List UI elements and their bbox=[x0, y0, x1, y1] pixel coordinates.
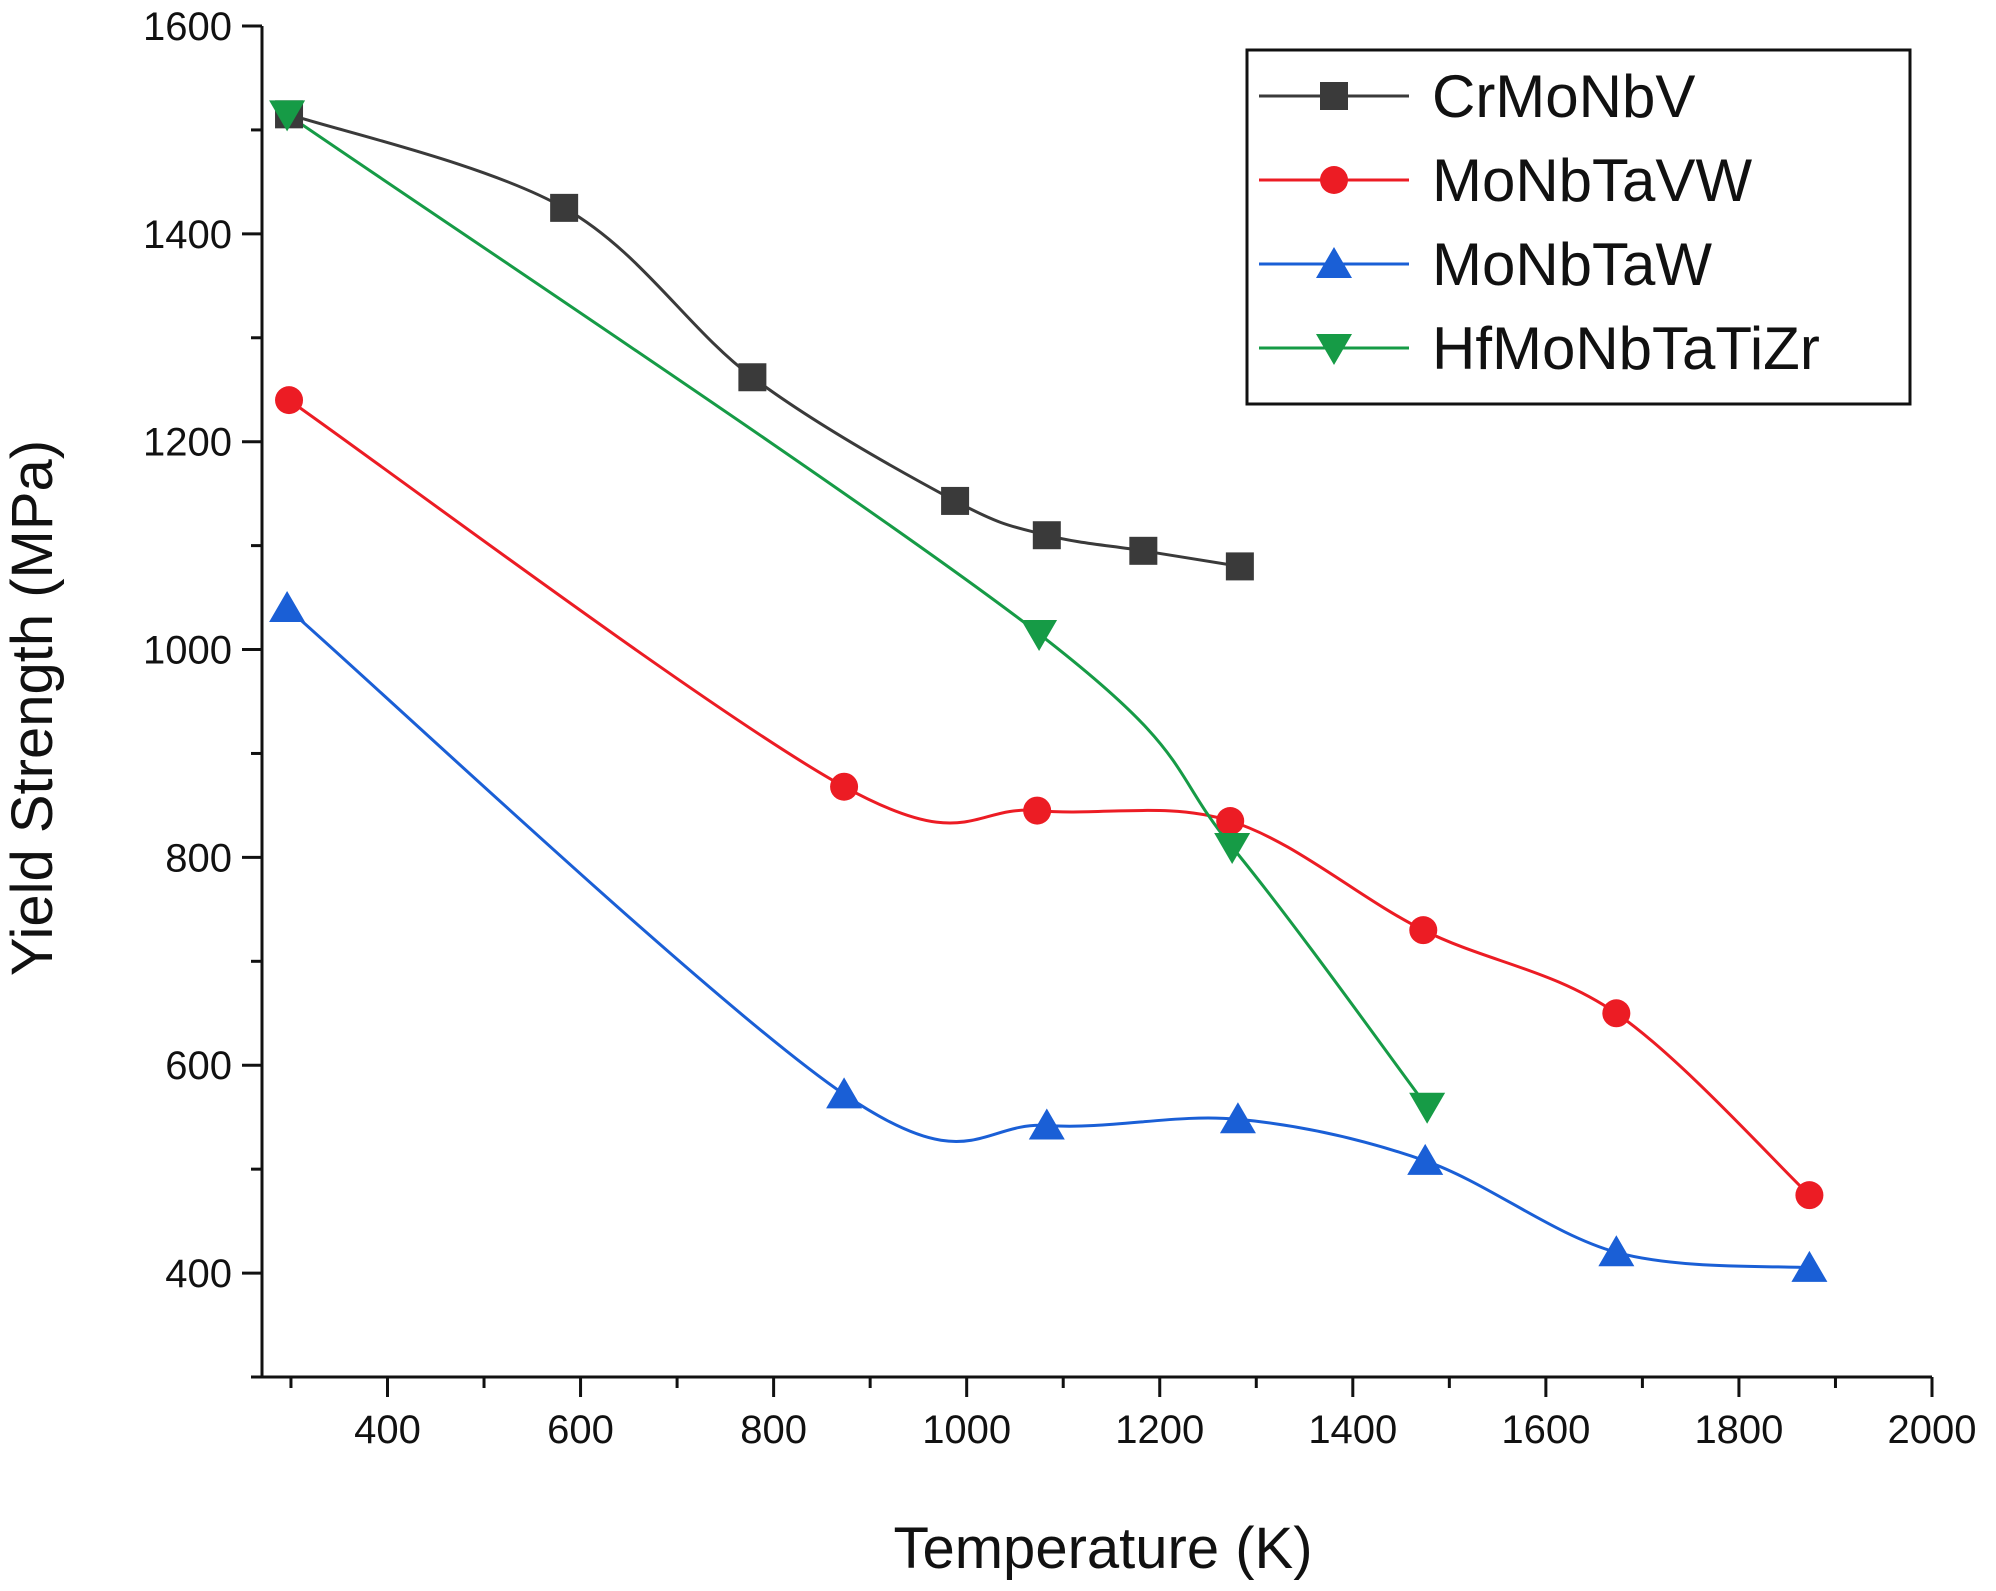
y-tick-label: 800 bbox=[165, 836, 232, 880]
legend-label-monbtavw: MoNbTaVW bbox=[1432, 147, 1752, 214]
plot-frame bbox=[260, 26, 1932, 1379]
legend-label-crmonbv: CrMoNbV bbox=[1432, 63, 1695, 130]
x-tick-label: 1600 bbox=[1501, 1408, 1590, 1452]
data-point-monbtavw bbox=[1602, 999, 1631, 1028]
y-axis-title: Yield Strength (MPa) bbox=[0, 440, 65, 976]
data-point-monbtaw bbox=[1219, 1102, 1256, 1134]
axis-tick-labels: 400 600 800 1000 1200 1400 1600 1800 2000 400 600 8… bbox=[143, 5, 1976, 1452]
data-point-monbtaw bbox=[269, 590, 306, 622]
series-line-hfmonbtatizr bbox=[286, 113, 1429, 1108]
y-tick-label: 1400 bbox=[143, 213, 232, 257]
x-tick-label: 1200 bbox=[1115, 1408, 1204, 1452]
data-point-monbtaw bbox=[1598, 1235, 1635, 1267]
data-point-crmonbv bbox=[1225, 552, 1254, 581]
x-axis-title: Temperature (K) bbox=[893, 1516, 1312, 1581]
data-point-hfmonbtatizr bbox=[1214, 832, 1251, 864]
series-line-monbtavw bbox=[288, 398, 1811, 1197]
data-point-hfmonbtatizr bbox=[269, 100, 306, 132]
legend-label-hfmonbtatizr: HfMoNbTaTiZr bbox=[1432, 315, 1820, 382]
data-point-monbtavw bbox=[1023, 796, 1052, 825]
legend-marker-hfmonbtatizr bbox=[1316, 334, 1352, 365]
data-point-hfmonbtatizr bbox=[1021, 619, 1058, 651]
y-tick-label: 400 bbox=[165, 1252, 232, 1296]
x-tick-label: 1800 bbox=[1694, 1408, 1783, 1452]
data-point-crmonbv bbox=[1032, 521, 1061, 550]
legend-label-monbtaw: MoNbTaW bbox=[1432, 231, 1712, 298]
legend: CrMoNbV MoNbTaVW MoNbTaW HfMoNbTaTiZr bbox=[1245, 48, 1912, 406]
data-point-hfmonbtatizr bbox=[1409, 1092, 1446, 1124]
data-point-crmonbv bbox=[738, 363, 767, 392]
x-tick-label: 1000 bbox=[922, 1408, 1011, 1452]
data-point-monbtavw bbox=[830, 772, 859, 801]
x-tick-label: 1400 bbox=[1308, 1408, 1397, 1452]
data-point-monbtavw bbox=[1409, 916, 1438, 945]
data-point-crmonbv bbox=[550, 193, 579, 222]
data-point-crmonbv bbox=[941, 486, 970, 515]
data-point-monbtavw bbox=[1795, 1181, 1824, 1210]
data-point-monbtaw bbox=[826, 1077, 863, 1109]
data-point-monbtavw bbox=[1216, 807, 1245, 836]
y-tick-label: 600 bbox=[165, 1044, 232, 1088]
data-point-monbtavw bbox=[275, 386, 304, 415]
legend-marker-monbtavw bbox=[1320, 166, 1348, 194]
y-tick-label: 1200 bbox=[143, 421, 232, 465]
y-tick-label: 1000 bbox=[143, 629, 232, 673]
axis-ticks bbox=[242, 24, 1934, 1397]
legend-marker-crmonbv bbox=[1320, 82, 1348, 110]
series-markers bbox=[269, 100, 1828, 1282]
legend-marker-monbtaw bbox=[1316, 247, 1352, 278]
data-point-monbtaw bbox=[1791, 1250, 1828, 1282]
y-tick-label: 1600 bbox=[143, 5, 232, 49]
series-line-crmonbv bbox=[288, 112, 1241, 568]
data-point-crmonbv bbox=[1129, 536, 1158, 565]
x-tick-label: 800 bbox=[740, 1408, 807, 1452]
x-tick-label: 600 bbox=[547, 1408, 614, 1452]
data-point-monbtaw bbox=[1407, 1143, 1444, 1175]
series-line-monbtaw bbox=[286, 606, 1810, 1270]
x-tick-label: 2000 bbox=[1888, 1408, 1977, 1452]
data-point-monbtaw bbox=[1028, 1108, 1065, 1140]
legend-box bbox=[1245, 48, 1912, 406]
x-tick-label: 400 bbox=[354, 1408, 421, 1452]
